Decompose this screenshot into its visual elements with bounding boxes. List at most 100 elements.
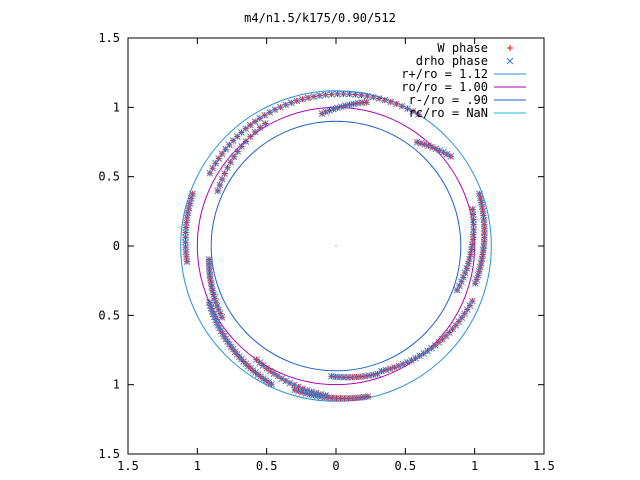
- drho-phase-point: [475, 190, 483, 198]
- drho-phase-point: [304, 94, 312, 102]
- drho-phase-point: [261, 120, 269, 127]
- drho-phase-point: [299, 95, 306, 103]
- drho-phase-point: [395, 362, 403, 370]
- drho-phase-point: [318, 110, 326, 117]
- x-tick-label: 1: [194, 459, 201, 473]
- drho-phase-point: [364, 393, 372, 400]
- drho-phase-point: [382, 366, 390, 374]
- drho-phase-point: [282, 101, 290, 109]
- legend-label: r-/ro = .90: [409, 93, 488, 107]
- y-tick-label: 1: [113, 378, 120, 392]
- drho-phase-point: [358, 91, 365, 99]
- drho-phase-point: [391, 364, 398, 371]
- drho-phase-point: [293, 97, 301, 105]
- reference-circle: [196, 106, 476, 386]
- drho-phase-point: [440, 148, 447, 156]
- y-tick-label: 1.5: [98, 447, 120, 461]
- drho-phase-point: [182, 243, 190, 251]
- drho-phase-point: [387, 98, 395, 106]
- drho-phase-point: [276, 103, 284, 111]
- drho-phase-point: [182, 238, 189, 246]
- drho-phase-point: [211, 295, 218, 302]
- drho-phase-point: [453, 286, 461, 294]
- drho-phase-point: [425, 142, 432, 150]
- drho-phase-point: [363, 92, 371, 100]
- drho-phase-point: [278, 375, 286, 382]
- drho-phase-point: [328, 90, 335, 98]
- drho-phase-point: [251, 118, 259, 125]
- drho-phase-point: [428, 344, 435, 352]
- drho-phase-point: [333, 104, 341, 112]
- drho-phase-point: [222, 145, 229, 153]
- reference-circle: [210, 120, 462, 372]
- x-tick-label: 1.5: [117, 459, 139, 473]
- drho-phase-point: [209, 287, 216, 294]
- drho-phase-point: [404, 105, 411, 113]
- drho-phase-point: [182, 234, 189, 241]
- drho-phase-point: [374, 370, 381, 378]
- drho-phase-point: [381, 96, 389, 104]
- drho-phase-point: [337, 103, 345, 111]
- drho-phase-point: [471, 279, 479, 287]
- drho-phase-point: [458, 314, 466, 322]
- drho-phase-point: [266, 108, 274, 116]
- drho-phase-point: [213, 302, 221, 310]
- drho-phase-point: [274, 372, 282, 380]
- drho-phase-point: [210, 291, 217, 298]
- y-tick-label: 0.5: [98, 308, 120, 322]
- drho-phase-point: [375, 95, 383, 102]
- drho-phase-point: [216, 181, 224, 189]
- drho-phase-point: [416, 352, 424, 360]
- drho-phase-point: [470, 221, 477, 228]
- x-tick-label: 0.5: [256, 459, 278, 473]
- drho-phase-point: [456, 282, 463, 290]
- drho-phase-point: [469, 206, 476, 213]
- drho-phase-point: [291, 386, 299, 394]
- drho-phase-point: [463, 265, 471, 272]
- drho-phase-point: [468, 297, 476, 305]
- drho-phase-point: [189, 190, 197, 198]
- drho-phase-point: [386, 365, 394, 373]
- drho-phase-point: [474, 271, 482, 279]
- legend-label: W phase: [437, 41, 488, 55]
- drho-phase-point: [413, 138, 421, 146]
- drho-phase-point: [475, 267, 483, 275]
- drho-phase-point: [470, 226, 477, 234]
- drho-phase-point: [326, 107, 333, 114]
- drho-phase-point: [398, 102, 406, 110]
- reference-circles: [180, 90, 492, 402]
- drho-phase-point: [238, 143, 245, 150]
- drho-phase-point: [330, 105, 337, 113]
- reference-circle: [180, 90, 492, 402]
- drho-phase-point: [334, 90, 341, 98]
- drho-phase-point: [428, 143, 436, 151]
- center-dot: [335, 245, 337, 247]
- drho-phase-point: [298, 388, 306, 396]
- drho-phase-point: [414, 110, 422, 118]
- drho-phase-point: [466, 302, 474, 309]
- drho-phase-point: [218, 150, 226, 158]
- drho-phase-point: [218, 175, 226, 183]
- drho-phase-point: [476, 263, 484, 271]
- drho-phase-point: [424, 347, 431, 355]
- drho-phase-point: [310, 93, 318, 100]
- drho-phase-point: [206, 169, 214, 177]
- axis-ticks: 1.5 1 0.5 0 0.5 1 1.51.510.500.511.5: [98, 31, 555, 473]
- x-tick-label: 0: [332, 459, 339, 473]
- drho-phase-point: [234, 148, 242, 155]
- drho-phase-point: [477, 194, 484, 202]
- drho-phase-point: [316, 92, 324, 99]
- drho-phase-point: [473, 275, 481, 283]
- drho-phase-point: [230, 153, 238, 161]
- drho-phase-point: [417, 139, 425, 147]
- chart-title: m4/n1.5/k175/0.90/512: [244, 11, 396, 25]
- drho-phase-point: [224, 164, 231, 172]
- drho-phase-point: [271, 106, 279, 113]
- drho-phase-point: [393, 100, 400, 108]
- legend-label: ro/ro = 1.00: [401, 80, 488, 94]
- drho-phase-point: [212, 298, 220, 306]
- drho-phase-point: [212, 159, 219, 167]
- drho-phase-point: [340, 90, 347, 98]
- drho-phase-point: [436, 147, 444, 154]
